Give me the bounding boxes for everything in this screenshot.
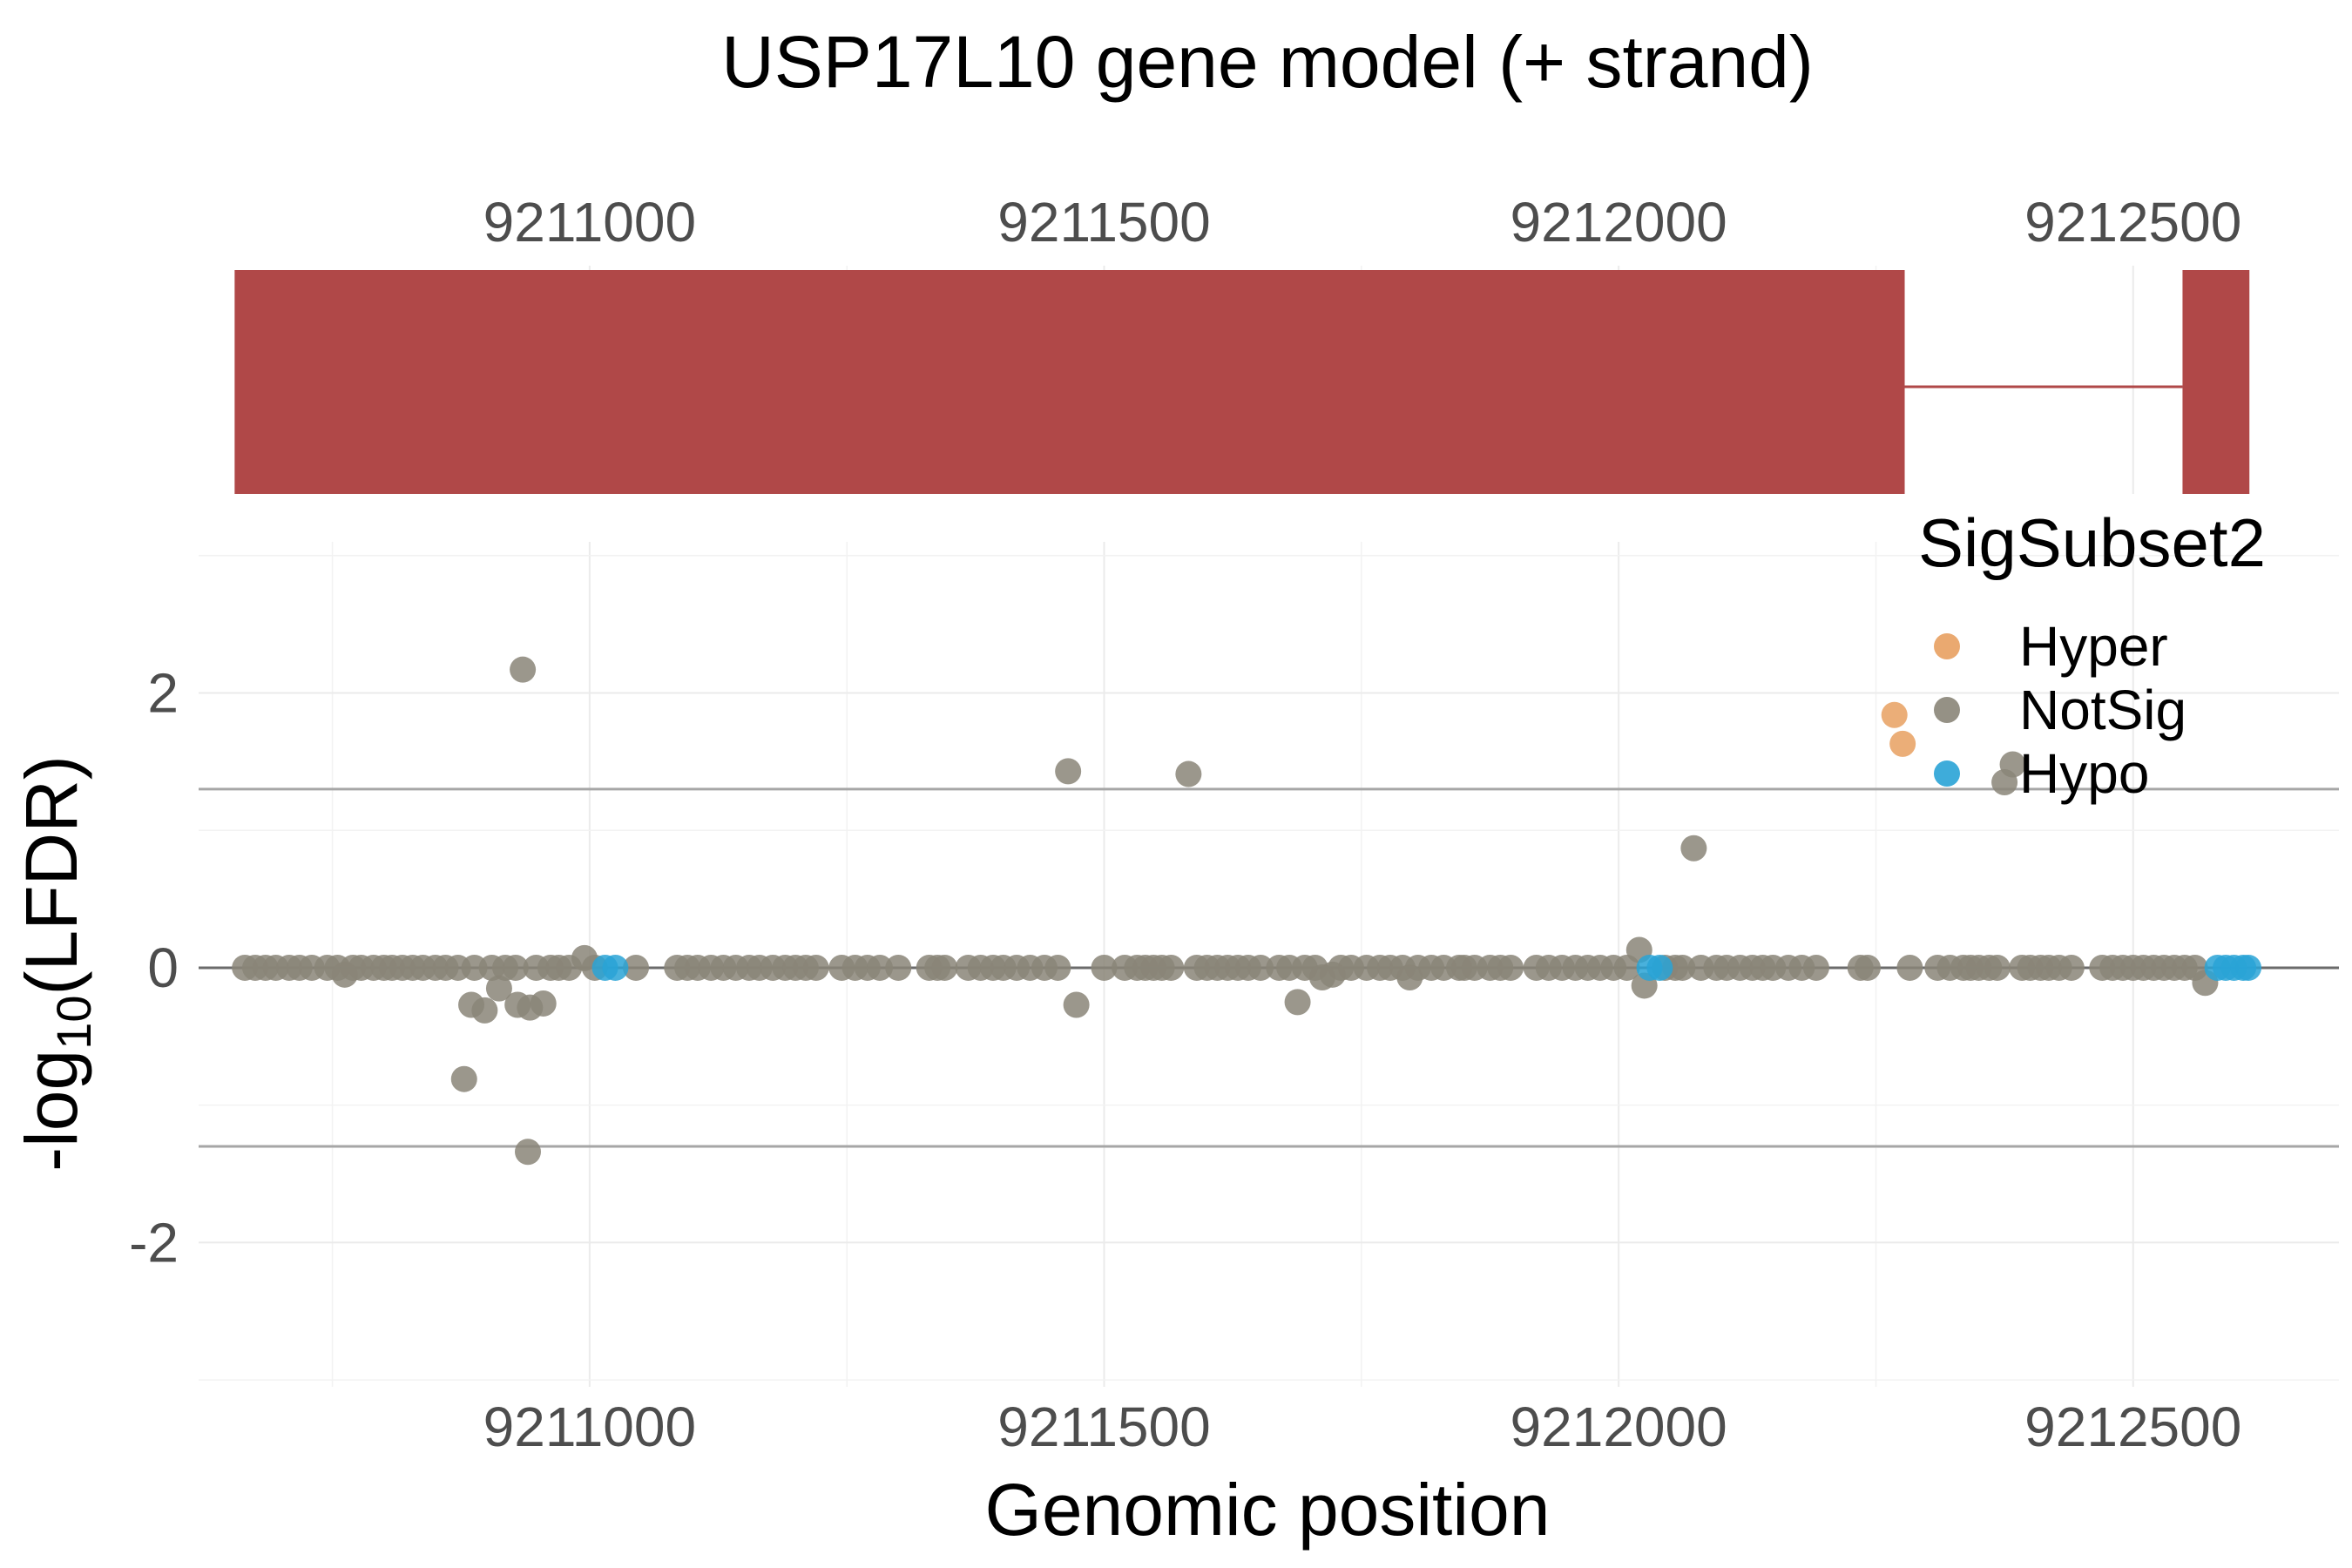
point-notsig [802, 954, 829, 981]
point-hypo [1646, 954, 1673, 981]
y-tick-label: 0 [147, 936, 179, 999]
point-notsig [1669, 954, 1696, 981]
x-tick-label: 9212500 [2024, 1396, 2241, 1458]
point-notsig [1091, 954, 1118, 981]
chart-title: USP17L10 gene model (+ strand) [721, 21, 1814, 103]
point-notsig [485, 975, 512, 1002]
point-notsig [1301, 954, 1328, 981]
point-notsig [502, 954, 529, 981]
point-notsig [510, 656, 537, 683]
point-notsig [885, 954, 912, 981]
point-notsig [450, 1065, 477, 1092]
gene-x-tick-label: 9212000 [1511, 191, 1727, 253]
point-notsig [1802, 954, 1829, 981]
x-axis-title: Genomic position [985, 1469, 1551, 1551]
legend-key-hyper [1934, 633, 1960, 659]
point-notsig [1055, 758, 1082, 785]
legend-label-notsig: NotSig [2019, 679, 2186, 741]
point-hypo [602, 954, 629, 981]
point-notsig [866, 954, 893, 981]
point-notsig [1247, 954, 1274, 981]
y-axis-title-subscript: 10 [46, 995, 101, 1049]
scatter-panel: 2 0 -2 9211000 9211500 9212000 9212500 [129, 542, 2339, 1458]
point-notsig [1158, 954, 1185, 981]
point-notsig [471, 997, 498, 1024]
gene-model-x-ticks: 9211000 9211500 9212000 9212500 [483, 191, 2242, 253]
y-axis-title: -log10(LFDR) [10, 755, 101, 1172]
point-notsig [1984, 954, 2011, 981]
legend-key-hypo [1934, 760, 1960, 787]
point-notsig [556, 954, 583, 981]
point-hyper [1889, 730, 1916, 757]
exon-block [2182, 270, 2250, 494]
exon-block [234, 270, 1905, 494]
point-notsig [1284, 989, 1311, 1016]
y-tick-label: 2 [147, 661, 179, 724]
point-notsig [2058, 954, 2085, 981]
gene-x-tick-label: 9211000 [483, 191, 696, 253]
point-notsig [1175, 760, 1202, 787]
point-notsig [515, 1139, 541, 1166]
point-notsig [1999, 751, 2026, 778]
point-notsig [530, 990, 557, 1017]
y-axis-title-suffix: (LFDR) [10, 755, 92, 995]
point-notsig [1854, 954, 1881, 981]
point-notsig [931, 954, 958, 981]
point-notsig [1044, 954, 1071, 981]
x-tick-label: 9211500 [997, 1396, 1210, 1458]
point-notsig [1613, 954, 1640, 981]
scatter-points [232, 656, 2262, 1166]
gene-model-panel: 9211000 9211500 9212000 9212500 [234, 191, 2250, 494]
point-notsig [1063, 991, 1090, 1018]
gene-x-tick-label: 9211500 [997, 191, 1210, 253]
y-tick-label: -2 [129, 1211, 179, 1274]
x-axis-ticks: 9211000 9211500 9212000 9212500 [483, 1396, 2242, 1458]
point-hypo [2235, 954, 2262, 981]
legend-label-hyper: Hyper [2019, 615, 2168, 678]
y-axis-ticks: 2 0 -2 [129, 661, 179, 1274]
x-tick-label: 9211000 [483, 1396, 696, 1458]
point-notsig [1896, 954, 1923, 981]
point-notsig [1497, 954, 1524, 981]
legend-title: SigSubset2 [1918, 504, 2266, 581]
x-tick-label: 9212000 [1511, 1396, 1727, 1458]
gene-model-features [234, 270, 2250, 494]
point-notsig [1680, 835, 1707, 862]
legend-key-notsig [1934, 697, 1960, 723]
gene-x-tick-label: 9212500 [2024, 191, 2241, 253]
point-notsig [623, 954, 650, 981]
legend-label-hypo: Hypo [2019, 742, 2149, 805]
y-axis-title-prefix: -log [10, 1050, 92, 1172]
point-notsig [2181, 954, 2208, 981]
point-hyper [1881, 701, 1908, 728]
